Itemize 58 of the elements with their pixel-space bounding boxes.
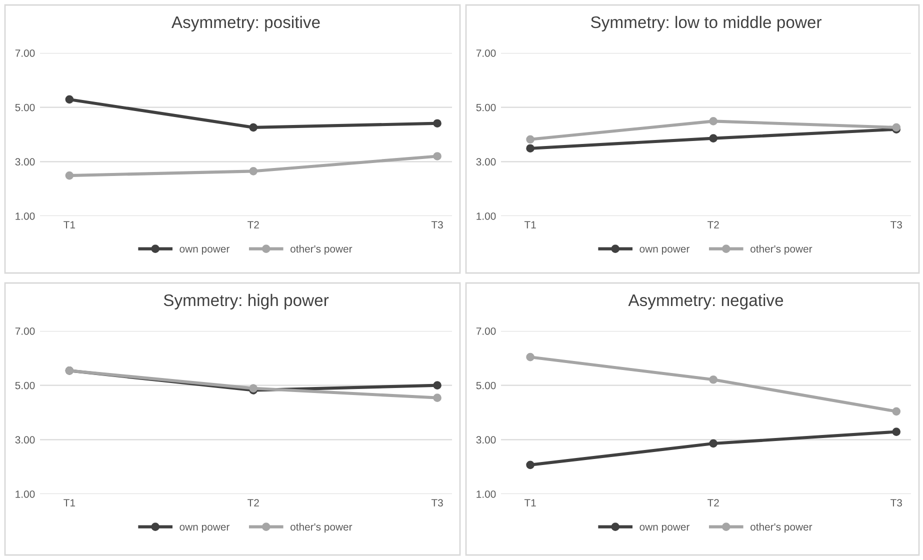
point [709,117,718,126]
y-tick-label: 5.00 [476,104,496,112]
x-tick-label: T2 [707,499,719,506]
x-tick-label: T1 [64,221,75,228]
y-tick-label: 1.00 [16,212,35,220]
point [526,352,534,362]
x-tick-label: T2 [707,221,719,228]
x-tick-label: T2 [248,499,259,506]
y-tick-label: 5.00 [15,382,35,390]
x-tick-label: T3 [431,499,443,507]
point [433,119,442,128]
y-tick-label: 3.00 [476,158,496,166]
point [433,152,442,160]
y-tick-label: 5.00 [15,104,35,112]
y-tick-label: 7.00 [476,328,496,335]
point [65,171,74,180]
point [249,167,258,176]
y-tick-label: 7.00 [15,328,35,335]
legend-label: other's power [290,244,352,255]
legend-label: own power [180,524,230,533]
chart-title: Symmetry: high power [164,294,329,310]
point [433,394,442,402]
y-tick-label: 3.00 [15,436,35,444]
chart-title: Asymmetry: positive [171,16,320,32]
point [526,460,534,470]
point [526,135,534,144]
x-tick-label: T1 [524,499,536,506]
x-tick-label: T3 [890,499,902,507]
y-tick-label: 7.00 [476,50,496,57]
legend-label: own power [640,246,690,255]
x-tick-label: T3 [890,221,902,229]
chart-title: Symmetry: low to middle power [590,16,822,32]
x-tick-label: T1 [64,499,75,506]
legend-label: other's power [750,244,812,255]
y-tick-label: 1.00 [476,490,496,498]
legend-label: own power [640,524,690,533]
point [709,375,718,384]
x-tick-label: T1 [524,221,536,228]
point [892,428,901,436]
point [709,134,718,142]
y-tick-label: 3.00 [15,158,35,166]
legend-label: other's power [750,522,812,533]
y-tick-label: 7.00 [15,50,35,57]
legend-label: own power [180,246,230,255]
point [65,95,74,104]
point [433,381,442,390]
y-tick-label: 3.00 [476,436,496,444]
chart-title: Asymmetry: negative [628,294,784,310]
y-tick-label: 1.00 [16,490,35,498]
x-tick-label: T3 [431,221,443,229]
point [892,407,901,416]
x-tick-label: T2 [248,221,259,228]
point [709,439,718,448]
point [526,144,534,153]
y-tick-label: 5.00 [476,382,496,390]
legend-label: other's power [290,522,352,533]
y-tick-label: 1.00 [476,212,496,220]
point [249,123,258,132]
